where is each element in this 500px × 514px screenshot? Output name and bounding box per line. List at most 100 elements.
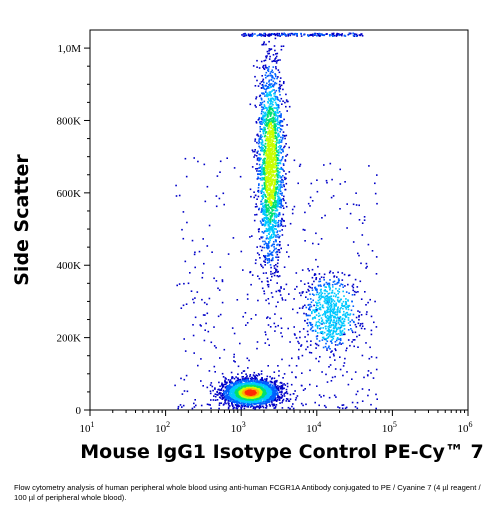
event-dot: [266, 181, 268, 184]
event-dot: [194, 399, 196, 401]
event-dot: [255, 168, 257, 170]
event-dot: [360, 314, 363, 316]
event-dot: [347, 299, 349, 301]
event-dot: [309, 286, 312, 289]
event-dot: [264, 208, 266, 210]
event-dot: [271, 97, 274, 99]
event-dot: [272, 109, 274, 111]
event-dot: [250, 283, 252, 286]
event-dot: [303, 283, 306, 285]
event-dot: [263, 399, 266, 402]
event-dot: [326, 310, 329, 313]
event-dot: [261, 218, 264, 220]
event-dot: [271, 389, 273, 392]
event-dot: [344, 407, 347, 410]
event-dot: [278, 212, 281, 214]
event-dot: [255, 398, 258, 401]
event-dot: [257, 406, 259, 408]
event-dot: [338, 301, 340, 303]
event-dot: [336, 319, 338, 321]
event-dot: [266, 262, 269, 264]
event-dot: [279, 289, 281, 292]
event-dot: [352, 313, 355, 316]
event-dot: [260, 380, 262, 383]
event-dot: [273, 129, 275, 131]
event-dot: [348, 33, 351, 35]
event-dot: [261, 128, 263, 130]
event-dot: [183, 338, 185, 340]
event-dot: [256, 383, 259, 386]
event-dot: [266, 55, 268, 57]
event-dot: [254, 75, 256, 78]
event-dot: [270, 378, 273, 380]
event-dot: [318, 280, 320, 283]
event-dot: [251, 35, 253, 37]
event-dot: [276, 176, 279, 178]
event-dot: [264, 223, 267, 225]
event-dot: [250, 400, 253, 402]
event-dot: [345, 298, 347, 300]
event-dot: [330, 329, 333, 331]
event-dot: [337, 281, 340, 284]
event-dot: [247, 406, 249, 408]
event-dot: [273, 123, 276, 126]
event-dot: [274, 37, 277, 40]
event-dot: [326, 381, 329, 383]
flow-cytometry-plot: 101 102 103 104 105 106 0200K400K600K800K1,0M…: [11, 29, 484, 463]
event-dot: [263, 255, 266, 258]
event-dot: [234, 401, 236, 404]
event-dot: [324, 292, 326, 295]
event-dot: [264, 124, 267, 127]
event-dot: [352, 241, 355, 243]
event-dot: [264, 34, 267, 36]
event-dot: [269, 398, 271, 401]
event-dot: [278, 89, 280, 91]
event-dot: [262, 392, 265, 394]
event-dot: [329, 340, 332, 343]
event-dot: [276, 33, 278, 36]
event-dot: [281, 148, 284, 151]
event-dot: [265, 196, 267, 198]
event-dot: [271, 69, 273, 72]
event-dot: [288, 255, 290, 258]
event-dot: [231, 376, 234, 378]
event-dot: [273, 213, 276, 215]
event-dot: [267, 382, 270, 384]
event-dot: [257, 85, 260, 87]
event-dot: [320, 297, 322, 300]
event-dot: [321, 296, 323, 298]
event-dot: [231, 404, 233, 406]
event-dot: [215, 195, 218, 197]
event-dot: [368, 357, 371, 360]
event-dot: [282, 377, 284, 379]
event-dot: [249, 188, 252, 191]
event-dot: [255, 213, 258, 216]
event-dot: [260, 400, 262, 402]
event-dot: [338, 343, 341, 345]
event-dot: [255, 403, 257, 405]
event-dot: [339, 308, 341, 310]
event-dot: [274, 186, 277, 189]
event-dot: [314, 311, 316, 314]
event-dot: [241, 399, 243, 402]
event-dot: [340, 298, 342, 301]
event-dot: [327, 346, 330, 349]
event-dot: [280, 181, 282, 184]
event-dot: [276, 282, 278, 284]
event-dot: [280, 120, 283, 122]
event-dot: [273, 274, 276, 277]
event-dot: [243, 386, 246, 389]
event-dot: [273, 272, 276, 274]
event-dot: [274, 130, 277, 132]
event-dot: [251, 235, 253, 237]
event-dot: [242, 405, 244, 407]
event-dot: [271, 107, 274, 110]
event-dot: [268, 403, 271, 406]
event-dot: [270, 98, 272, 101]
event-dot: [335, 323, 338, 326]
event-dot: [260, 396, 263, 398]
event-dot: [374, 192, 377, 195]
event-dot: [276, 393, 279, 395]
event-dot: [262, 116, 264, 118]
event-dot: [268, 400, 271, 402]
